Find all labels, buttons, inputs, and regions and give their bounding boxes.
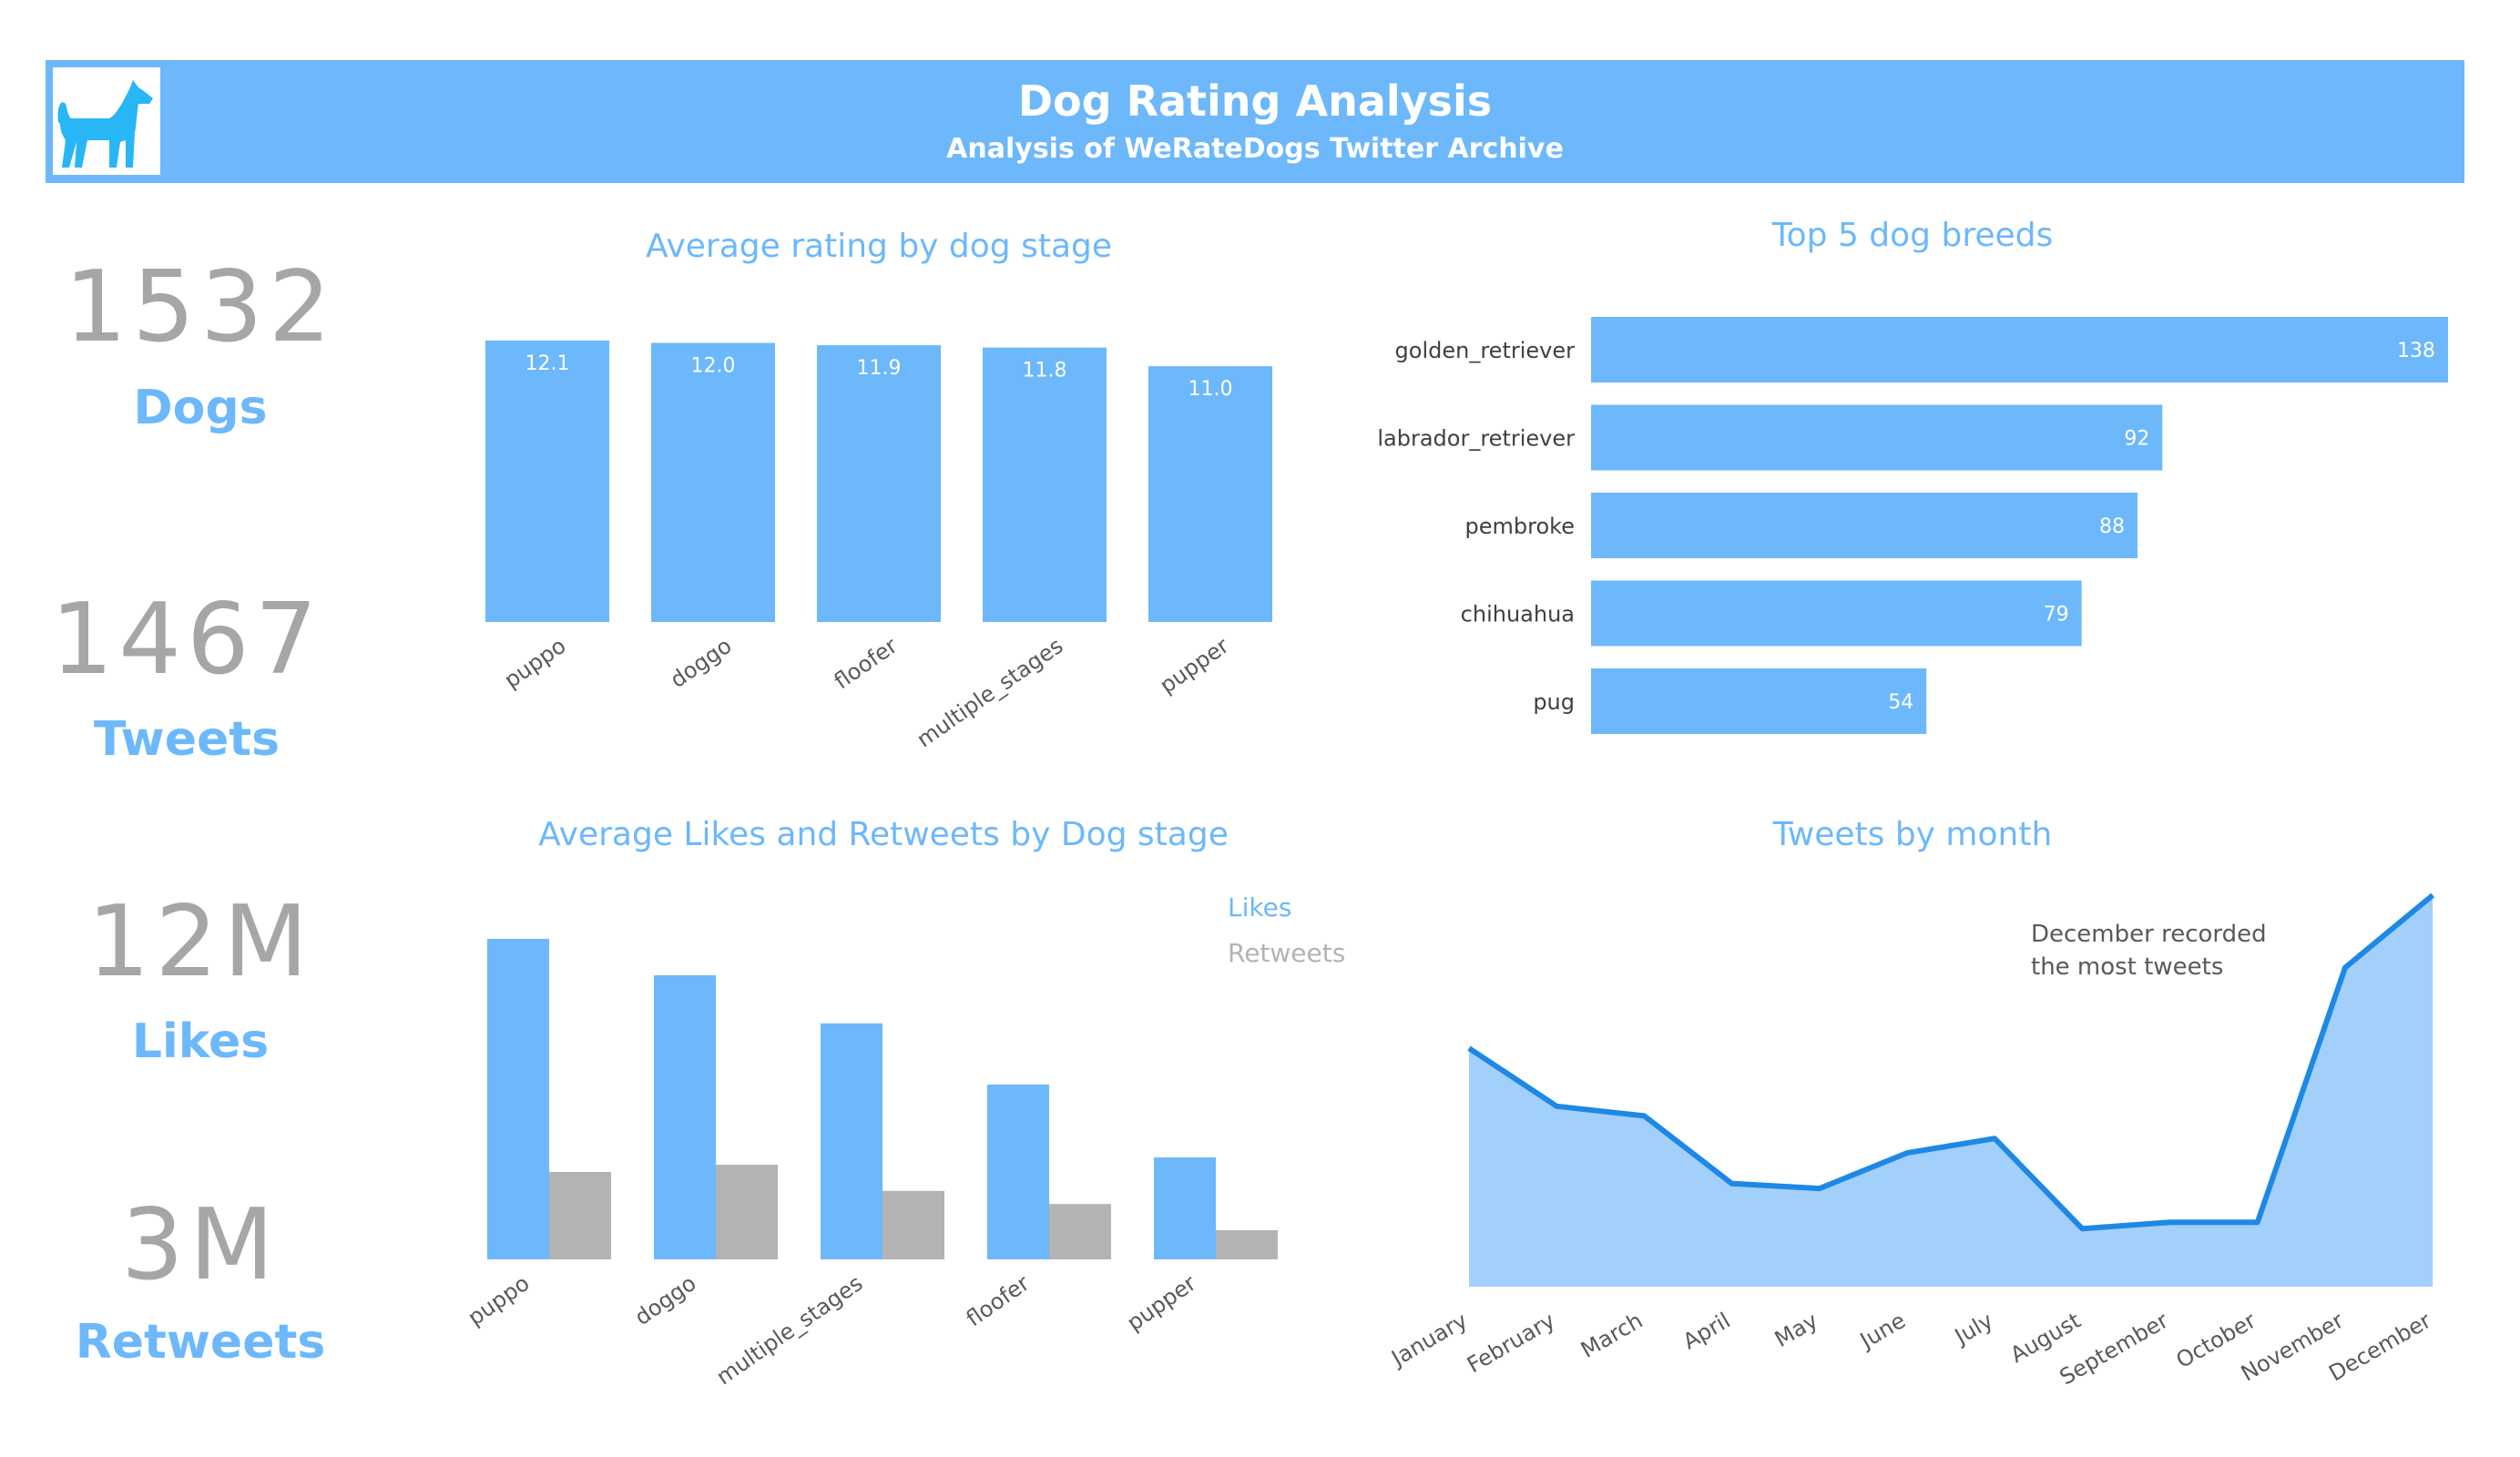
rating-bar: [651, 342, 775, 622]
engagement-x-tick-label: puppo: [463, 1270, 534, 1330]
retweets-bar: [1049, 1204, 1111, 1259]
monthly-x-tick-label: April: [1678, 1308, 1735, 1355]
dog-icon: [57, 80, 154, 168]
breed-data-label: 54: [1888, 691, 1913, 714]
likes-bar: [654, 975, 716, 1259]
rating-data-label: 11.0: [1189, 378, 1233, 401]
rating-x-tick-label: pupper: [1155, 633, 1233, 698]
monthly-x-tick-label: February: [1463, 1308, 1559, 1378]
rating-x-tick-label: puppo: [499, 633, 570, 693]
rating-chart-title: Average rating by dog stage: [645, 228, 1113, 265]
dashboard-subtitle: Analysis of WeRateDogs Twitter Archive: [946, 133, 1564, 165]
logo: [53, 67, 160, 175]
kpi-dogs-value: 1532: [64, 250, 337, 364]
kpi-likes-label: Likes: [131, 1014, 270, 1069]
breed-y-tick-label: pembroke: [1465, 514, 1575, 539]
engagement-x-tick-label: floofer: [962, 1270, 1035, 1332]
rating-data-label: 12.1: [525, 352, 570, 375]
monthly-annotation: the most tweets: [2031, 953, 2223, 981]
rating-bar: [1148, 366, 1272, 622]
rating-data-label: 11.9: [857, 357, 902, 380]
kpi-tweets-label: Tweets: [93, 712, 281, 767]
header-banner: Dog Rating Analysis Analysis of WeRateDo…: [46, 60, 2464, 183]
legend-retweets: Retweets: [1228, 938, 1345, 968]
breed-y-tick-label: golden_retriever: [1395, 338, 1576, 363]
monthly-x-tick-label: June: [1854, 1308, 1910, 1354]
kpi-likes-value: 12M: [87, 885, 314, 999]
engagement-x-tick-label: pupper: [1122, 1270, 1200, 1336]
likes-bar: [1154, 1157, 1216, 1259]
rating-data-label: 12.0: [691, 355, 736, 378]
rating-data-label: 11.8: [1023, 360, 1067, 382]
breed-data-label: 79: [2044, 604, 2069, 627]
breed-bar: [1591, 580, 2082, 647]
rating-bar: [983, 347, 1107, 622]
breed-bar: [1591, 404, 2163, 471]
legend-likes: Likes: [1228, 892, 1291, 922]
retweets-bar: [549, 1172, 611, 1259]
monthly-x-tick-label: May: [1770, 1308, 1822, 1352]
breed-data-label: 138: [2397, 340, 2435, 362]
breeds-chart-title: Top 5 dog breeds: [1771, 217, 2054, 254]
rating-x-tick-label: doggo: [666, 633, 737, 693]
engagement-x-tick-label: doggo: [630, 1270, 701, 1330]
likes-bar: [487, 939, 549, 1259]
engagement-x-tick-label: multiple_stages: [711, 1270, 867, 1390]
rating-x-tick-label: floofer: [830, 633, 903, 695]
breed-bar: [1591, 493, 2138, 558]
monthly-x-tick-label: January: [1385, 1308, 1472, 1372]
breed-bar: [1591, 668, 1927, 734]
kpi-dogs-label: Dogs: [133, 381, 268, 435]
kpi-retweets-value: 3M: [121, 1188, 280, 1302]
likes-bar: [821, 1023, 883, 1259]
monthly-x-tick-label: July: [1949, 1308, 1997, 1350]
retweets-bar: [1216, 1230, 1278, 1259]
monthly-annotation: December recorded: [2031, 921, 2267, 948]
kpi-retweets-label: Retweets: [75, 1315, 326, 1370]
retweets-bar: [716, 1165, 778, 1259]
breed-data-label: 88: [2099, 515, 2125, 538]
monthly-x-tick-label: March: [1576, 1308, 1647, 1363]
monthly-area: [1469, 895, 2433, 1287]
breed-bar: [1591, 317, 2448, 382]
breed-data-label: 92: [2124, 428, 2149, 451]
monthly-chart-title: Tweets by month: [1772, 816, 2053, 853]
rating-bar: [817, 345, 941, 622]
monthly-line: [1467, 892, 2435, 1232]
likes-bar: [987, 1085, 1049, 1259]
rating-bar: [485, 341, 609, 622]
dashboard-title: Dog Rating Analysis: [1017, 76, 1493, 126]
kpi-tweets-value: 1467: [50, 583, 323, 697]
engagement-chart-title: Average Likes and Retweets by Dog stage: [538, 816, 1229, 853]
breed-y-tick-label: pug: [1533, 689, 1575, 715]
breed-y-tick-label: chihuahua: [1461, 602, 1575, 627]
breed-y-tick-label: labrador_retriever: [1377, 426, 1575, 452]
rating-x-tick-label: multiple_stages: [912, 633, 1067, 752]
retweets-bar: [883, 1190, 944, 1259]
